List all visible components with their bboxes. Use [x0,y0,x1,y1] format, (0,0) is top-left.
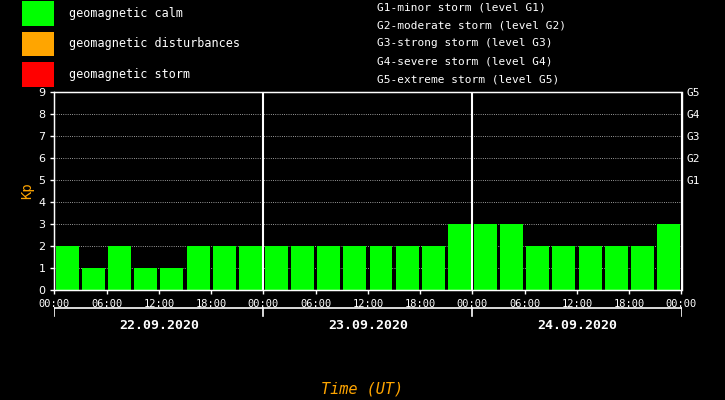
Bar [108,246,131,290]
Bar [22,62,54,87]
Bar [396,246,418,290]
Bar [265,246,288,290]
Bar [605,246,628,290]
Y-axis label: Kp: Kp [20,183,34,199]
Text: G3-strong storm (level G3): G3-strong storm (level G3) [377,38,552,48]
Bar [344,246,366,290]
Text: 23.09.2020: 23.09.2020 [328,319,408,332]
Bar [474,224,497,290]
Bar [160,268,183,290]
Text: 22.09.2020: 22.09.2020 [119,319,199,332]
Text: G1-minor storm (level G1): G1-minor storm (level G1) [377,2,546,12]
Bar [448,224,471,290]
Bar [291,246,314,290]
Text: geomagnetic storm: geomagnetic storm [69,68,190,81]
Text: G4-severe storm (level G4): G4-severe storm (level G4) [377,56,552,66]
Text: Time (UT): Time (UT) [321,381,404,396]
Bar [212,246,236,290]
Text: G5-extreme storm (level G5): G5-extreme storm (level G5) [377,74,559,84]
Bar [22,32,54,56]
Text: G2-moderate storm (level G2): G2-moderate storm (level G2) [377,20,566,30]
Bar [82,268,105,290]
Bar [500,224,523,290]
Bar [552,246,576,290]
Text: geomagnetic disturbances: geomagnetic disturbances [69,38,240,50]
Bar [22,1,54,26]
Bar [134,268,157,290]
Bar [239,246,262,290]
Text: 24.09.2020: 24.09.2020 [537,319,617,332]
Bar [186,246,210,290]
Bar [657,224,680,290]
Bar [370,246,392,290]
Bar [56,246,79,290]
Bar [579,246,602,290]
Bar [526,246,550,290]
Bar [318,246,340,290]
Bar [631,246,654,290]
Bar [422,246,444,290]
Text: geomagnetic calm: geomagnetic calm [69,7,183,20]
